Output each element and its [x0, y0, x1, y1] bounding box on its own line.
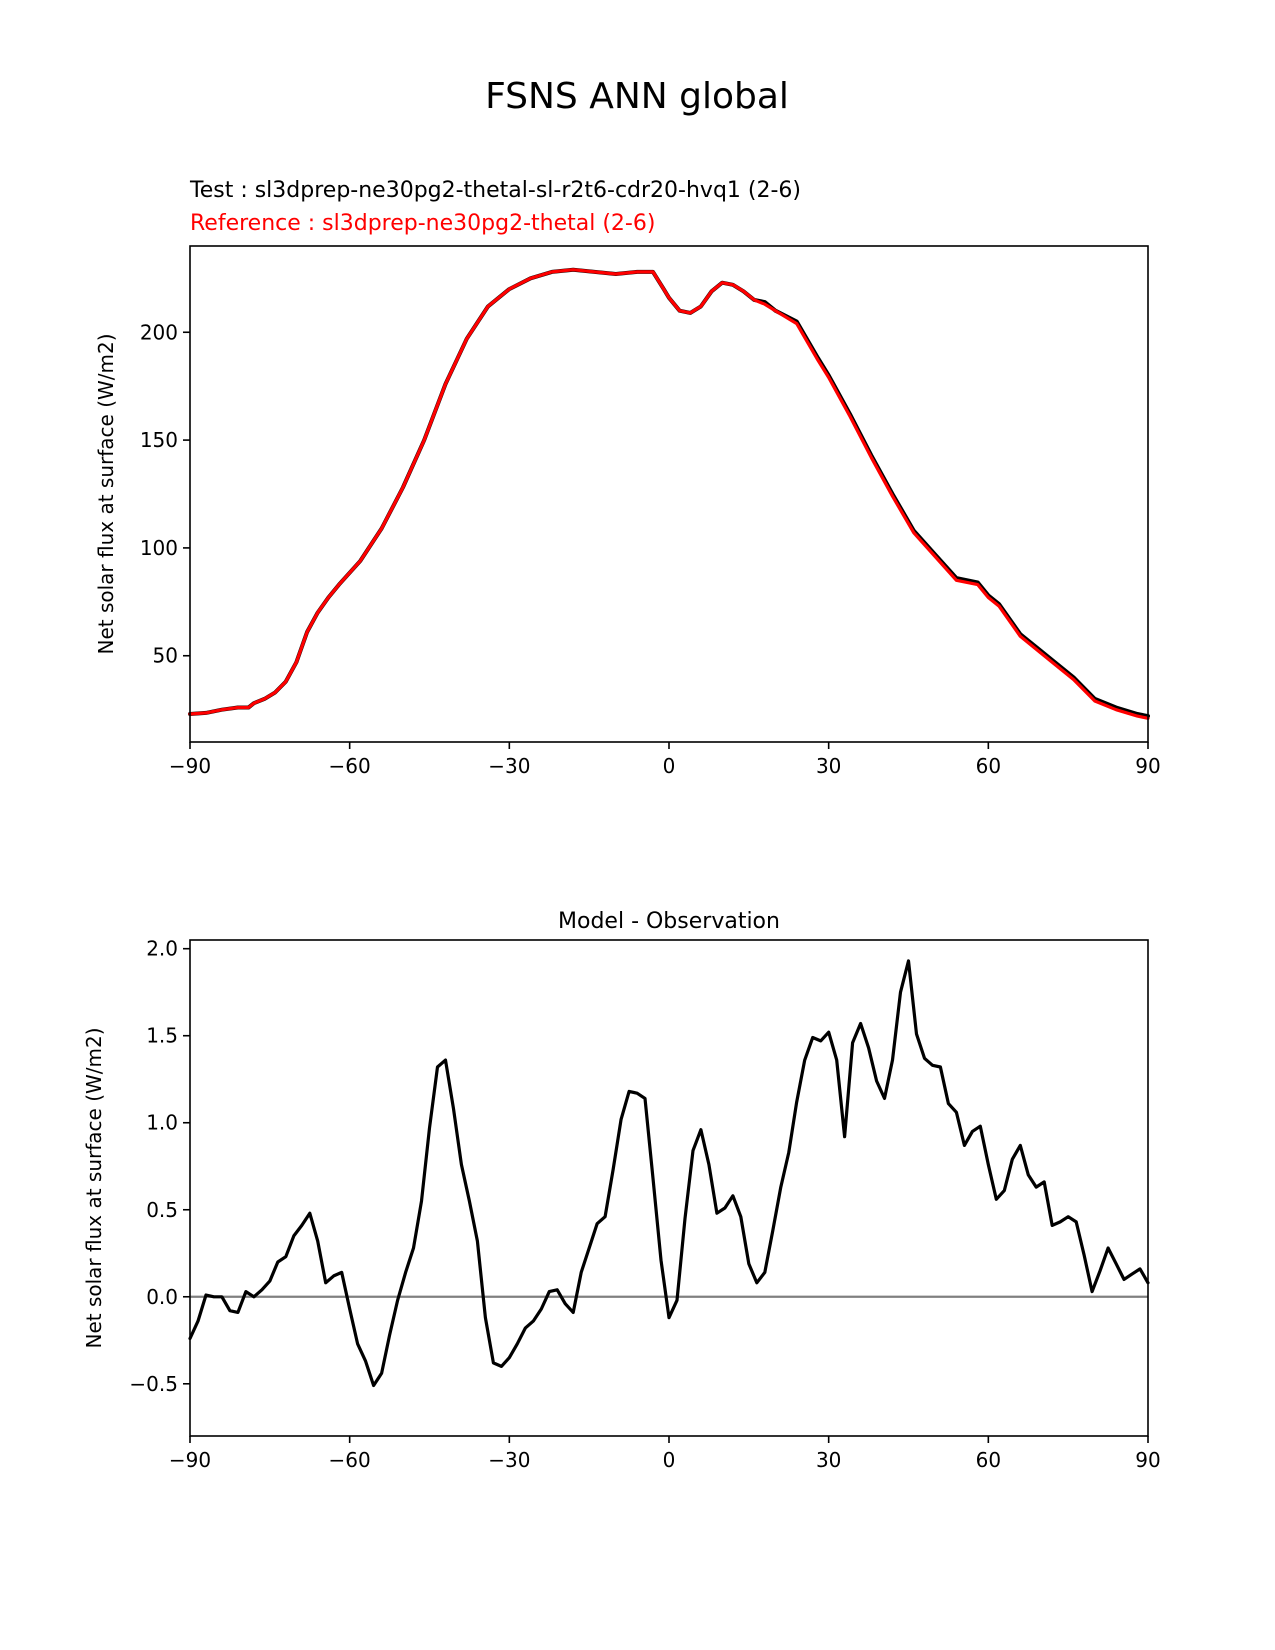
bottom-panel-title: Model - Observation: [558, 909, 780, 934]
top-x-tick-label: 30: [816, 754, 841, 778]
top-x-tick-label: 90: [1135, 754, 1160, 778]
top-series-reference-line: [188, 268, 1150, 720]
top-series-test-line: [188, 267, 1150, 719]
top-y-tick-label: 200: [140, 320, 178, 344]
bottom-x-tick-label: −90: [169, 1448, 211, 1472]
bottom-x-tick-label: 30: [816, 1448, 841, 1472]
bottom-x-tick-label: −60: [329, 1448, 371, 1472]
bottom-y-axis-label: Net solar flux at surface (W/m2): [82, 1027, 106, 1348]
top-y-tick-label: 100: [140, 536, 178, 560]
bottom-y-tick-label: 1.0: [146, 1111, 178, 1135]
bottom-panel: Model - Observation −90 −60 −30 0 30 60 90 −0.5 0…: [82, 909, 1161, 1472]
bottom-y-tick-label: 0.5: [146, 1198, 178, 1222]
top-y-tick-label: 50: [153, 644, 178, 668]
bottom-x-tick-label: 90: [1135, 1448, 1160, 1472]
bottom-x-tick-label: 0: [663, 1448, 676, 1472]
test-legend-label: Test : sl3dprep-ne30pg2-thetal-sl-r2t6-c…: [189, 178, 801, 203]
bottom-y-tick-label: 1.5: [146, 1024, 178, 1048]
top-panel: −90 −60 −30 0 30 60 90 50 100 150 200 Net solar flu…: [94, 245, 1161, 778]
top-y-axis-label: Net solar flux at surface (W/m2): [94, 333, 118, 654]
bottom-y-tick-label: 0.0: [146, 1285, 178, 1309]
reference-legend-label: Reference : sl3dprep-ne30pg2-thetal (2-6…: [190, 211, 655, 236]
figure-title: FSNS ANN global: [485, 76, 789, 117]
top-axes-frame: [189, 245, 1149, 743]
bottom-y-tick-label: −0.5: [129, 1372, 178, 1396]
bottom-x-tick-label: 60: [976, 1448, 1001, 1472]
top-x-tick-label: −30: [488, 754, 530, 778]
top-x-tick-label: −60: [329, 754, 371, 778]
top-x-tick-label: 0: [663, 754, 676, 778]
top-x-tick-label: −90: [169, 754, 211, 778]
bottom-y-tick-label: 2.0: [146, 937, 178, 961]
top-y-tick-label: 150: [140, 428, 178, 452]
bottom-x-tick-label: −30: [488, 1448, 530, 1472]
top-x-tick-label: 60: [976, 754, 1001, 778]
bottom-series-model-observation-line: [188, 959, 1150, 1388]
